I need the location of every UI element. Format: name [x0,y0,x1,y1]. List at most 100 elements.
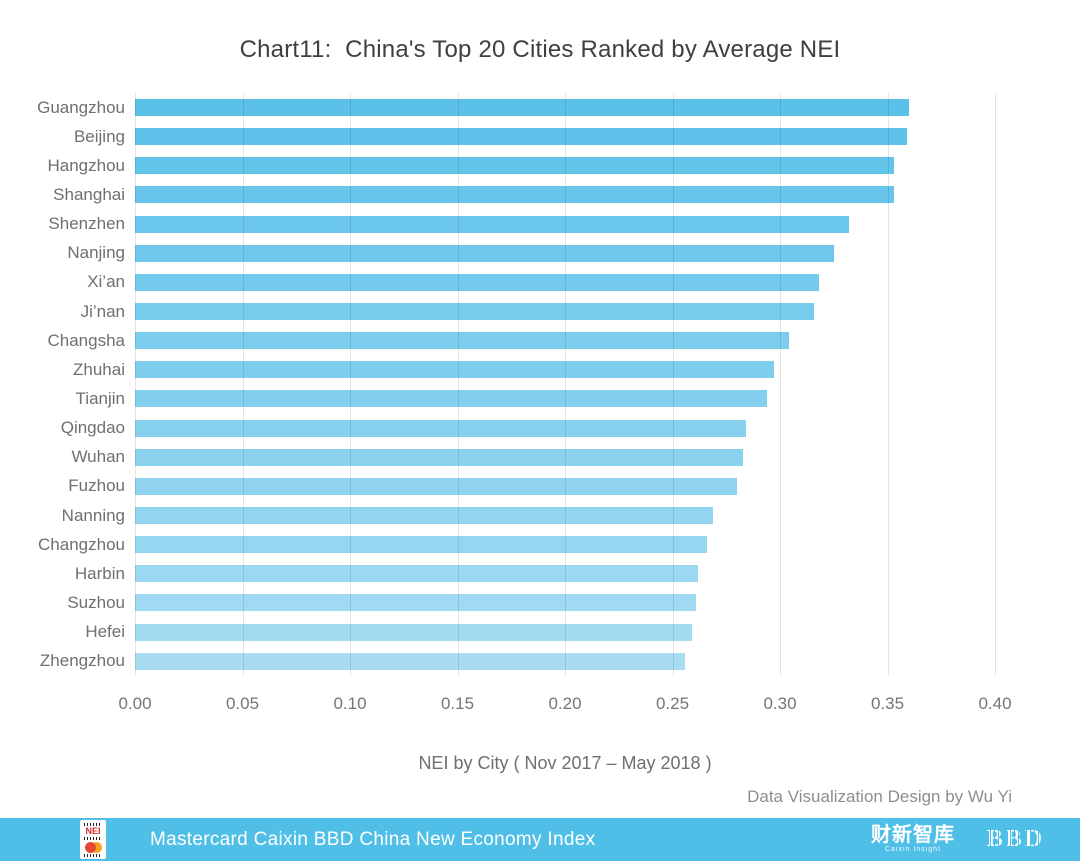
bar-label: Xi’an [87,272,125,292]
bar-label: Zhengzhou [39,651,125,671]
bar-label: Qingdao [60,418,125,438]
bar-row: Zhuhai [0,355,1080,384]
bar [135,507,714,525]
bar [135,332,789,350]
bar [135,594,697,612]
bar-track [135,239,995,268]
bar [135,244,834,262]
bar-track [135,588,995,617]
bar-track [135,414,995,443]
bar [135,186,894,204]
bar [135,303,815,321]
caixin-logo-text: 财新智库 [871,824,955,846]
bar-track [135,618,995,647]
bar-label: Shenzhen [48,214,125,234]
bar-row: Nanning [0,501,1080,530]
bbd-logo-stripes [986,826,1045,853]
bar-label: Guangzhou [37,97,125,117]
bar-row: Fuzhou [0,472,1080,501]
bar-row: Changzhou [0,530,1080,559]
bar [135,652,686,670]
bar-track [135,355,995,384]
bar [135,390,768,408]
bar [135,419,746,437]
bar-label: Hangzhou [47,155,125,175]
nei-logo-ticks-mid [84,837,102,840]
caixin-insight-logo: 财新智库 Caixin Insight [871,824,955,854]
bar-track [135,326,995,355]
bar-row: Wuhan [0,443,1080,472]
x-tick-label: 0.25 [655,694,690,713]
x-tick-label: 0.30 [763,694,797,713]
bar-label: Wuhan [71,447,125,467]
bar-row: Nanjing [0,239,1080,268]
bar [135,273,819,291]
bar-label: Tianjin [75,388,125,408]
mastercard-red-circle [84,841,96,853]
bar-track [135,122,995,151]
bar-track [135,443,995,472]
nei-logo-ticks-top [84,823,102,826]
x-tick-label: 0.20 [548,694,582,713]
bar-row: Beijing [0,122,1080,151]
bar-row: Hangzhou [0,151,1080,180]
bar-row: Guangzhou [0,93,1080,122]
nei-logo: NEI [80,820,106,859]
nei-logo-ticks-bottom [84,854,102,857]
bar-row: Shanghai [0,180,1080,209]
mastercard-circles-icon [84,841,102,853]
bar-label: Nanjing [67,243,125,263]
bar-track [135,268,995,297]
bar [135,623,692,641]
bar [135,361,774,379]
bar-row: Zhengzhou [0,647,1080,676]
bar-track [135,647,995,676]
bar [135,565,699,583]
x-tick-label: 0.15 [440,694,475,713]
nei-logo-text: NEI [85,826,101,836]
bar-label: Shanghai [53,184,125,204]
bar-track [135,93,995,122]
mastercard-orange-circle [90,841,102,853]
footer-bar: NEI Mastercard Caixin BBD China New Econ… [0,818,1080,861]
bar-row: Shenzhen [0,210,1080,239]
bar-label: Zhuhai [73,359,125,379]
bbd-logo: BBD [986,826,1045,853]
bar-track [135,530,995,559]
bar-row: Hefei [0,618,1080,647]
x-tick-label: 0.05 [225,694,260,713]
bar-label: Suzhou [67,592,125,612]
bar-label: Changzhou [38,534,125,554]
bar-track [135,210,995,239]
bar-label: Changsha [47,330,125,350]
x-tick-label: 0.00 [118,694,152,713]
bar-track [135,501,995,530]
bar [135,99,909,117]
bar-label: Nanning [61,505,125,525]
x-axis-ticks: 0.00 0.05 0.10 0.15 0.20 0.25 0.30 0.35 0.40 [118,694,1011,716]
bar-track [135,384,995,413]
chart-title: Chart11: China's Top 20 Cities Ranked by… [239,36,841,63]
bar-track [135,297,995,326]
caixin-logo-subtext: Caixin Insight [884,846,942,853]
x-axis-label: NEI by City ( Nov 2017 – May 2018 ) [418,753,712,773]
footer-title: Mastercard Caixin BBD China New Economy … [150,829,596,850]
bar-row: Qingdao [0,414,1080,443]
bar-rows: Guangzhou Beijing Hangzhou Shanghai Shenzhen… [0,93,1080,676]
credit-text: Data Visualization Design by Wu Yi [747,787,1012,806]
bar-row: Xi’an [0,268,1080,297]
bar-row: Harbin [0,559,1080,588]
bar-track [135,472,995,501]
bar-row: Ji’nan [0,297,1080,326]
bar [135,536,707,554]
bar-row: Changsha [0,326,1080,355]
bar [135,215,849,233]
bar-row: Suzhou [0,588,1080,617]
bar-row: Tianjin [0,384,1080,413]
bar-label: Beijing [73,126,125,146]
x-tick-label: 0.10 [333,694,367,713]
bar [135,128,907,146]
bar-label: Fuzhou [68,476,125,496]
bar-label: Ji’nan [80,301,125,321]
bar-track [135,180,995,209]
